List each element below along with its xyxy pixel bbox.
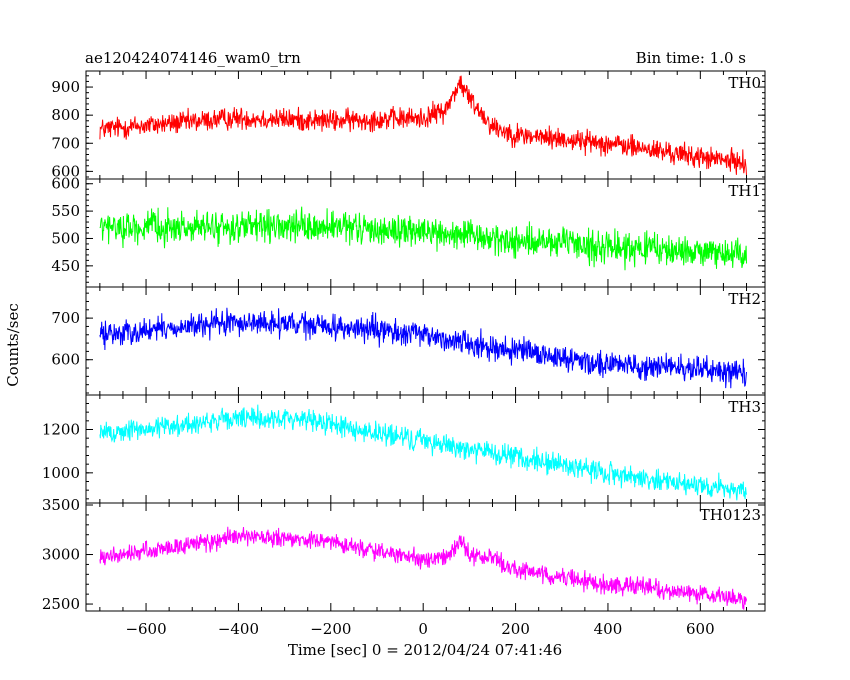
y-tick-label: 700 [51,134,80,152]
y-tick-label: 600 [51,175,80,193]
x-tick-label: 600 [686,620,715,638]
x-axis-label: Time [sec] 0 = 2012/04/24 07:41:46 [288,641,562,659]
bin-time-label: Bin time: 1.0 s [636,49,746,67]
panel-label-th2: TH2 [728,290,761,308]
x-tick-label: 400 [594,620,623,638]
panel-label-th0: TH0 [728,74,761,92]
series-line-th1 [99,206,747,271]
y-tick-label: 1000 [42,464,80,482]
y-tick-label: 600 [51,351,80,369]
panel-th0123: 2500 3000 3500 TH0123 [42,496,766,613]
panel-label-th3: TH3 [728,398,761,416]
chart-title: ae120424074146_wam0_trn [85,49,301,67]
y-tick-label: 500 [51,229,80,247]
panel-th1: 450 500 550 600 TH1 [51,175,766,288]
series-line-th3 [99,404,747,501]
x-tick-label: −600 [125,620,166,638]
x-tick-label: 200 [501,620,530,638]
panel-th2: 600 700 TH2 [51,286,766,396]
series-line-th0123 [99,526,747,610]
panel-frame [85,394,766,504]
series-line-th0 [99,75,747,176]
y-tick-label: 700 [51,309,80,327]
panel-th0: 600 700 800 900 TH0 [51,70,766,180]
y-tick-label: 3500 [42,496,80,514]
y-tick-label: 600 [51,162,80,180]
y-tick-label: 450 [51,257,80,275]
y-tick-label: 3000 [42,546,80,564]
y-tick-label: 1200 [42,421,80,439]
x-tick-label: −400 [218,620,259,638]
panel-th3: 1000 1200 TH3 [42,394,766,504]
y-tick-label: 900 [51,78,80,96]
y-axis-label: Counts/sec [4,303,22,387]
y-tick-label: 550 [51,202,80,220]
y-tick-label: 800 [51,106,80,124]
series-line-th2 [99,307,747,389]
panel-frame [85,502,766,612]
panel-label-th1: TH1 [728,182,761,200]
y-tick-label: 2500 [42,595,80,613]
x-tick-label: −200 [310,620,351,638]
x-tick-label: 0 [418,620,428,638]
panel-label-th0123: TH0123 [700,506,761,524]
panel-frame [85,286,766,396]
panel-stack: 600 700 800 900 TH0 450 500 550 600 TH1 600 700 TH2 1… [42,70,766,638]
